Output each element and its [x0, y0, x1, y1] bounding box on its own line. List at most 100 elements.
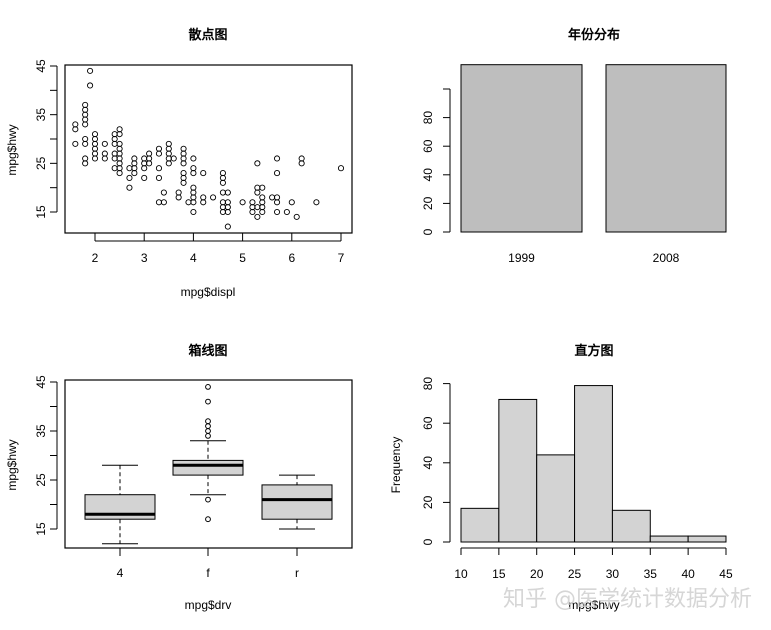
hist-bin — [536, 454, 576, 543]
y-tick-label: 45 — [34, 59, 48, 73]
x-tick-label: 30 — [606, 567, 620, 581]
data-point — [82, 135, 89, 143]
data-point — [190, 199, 197, 206]
data-point — [82, 160, 89, 167]
y-tick-label: 25 — [34, 156, 48, 170]
x-tick-label: 25 — [568, 567, 582, 581]
data-point — [200, 170, 207, 177]
hist-bin — [498, 398, 538, 543]
x-tick-label: 10 — [454, 567, 468, 581]
watermark: 知乎 @医学统计数据分析 — [503, 587, 752, 612]
x-tick-label: 35 — [644, 567, 658, 581]
box-plot: 4 f r 15 25 35 45 — [34, 375, 353, 580]
data-point — [87, 82, 94, 89]
data-point — [185, 199, 192, 206]
x-tick-label: 40 — [681, 567, 695, 581]
data-point — [155, 150, 163, 157]
hist-bin — [649, 535, 689, 543]
y-tick-label: 35 — [34, 424, 48, 438]
x-tick-label: 5 — [239, 251, 246, 265]
data-point — [298, 160, 305, 167]
scatter-title: 散点图 — [188, 27, 227, 43]
data-point — [190, 155, 197, 162]
data-point — [116, 131, 123, 138]
data-point — [273, 170, 281, 177]
hist-bin — [574, 385, 613, 543]
x-category-label: 2008 — [653, 251, 680, 265]
box-r — [261, 484, 333, 520]
data-point — [165, 160, 172, 167]
y-tick-label: 80 — [421, 377, 435, 391]
hist-title: 直方图 — [574, 343, 613, 359]
bar-1999 — [460, 64, 583, 233]
data-point — [210, 194, 217, 201]
data-point — [273, 155, 281, 162]
data-point — [259, 184, 266, 191]
data-point — [126, 165, 133, 172]
y-tick-label: 35 — [34, 108, 48, 122]
data-point — [283, 208, 290, 216]
box-title: 箱线图 — [188, 343, 227, 359]
data-point — [219, 189, 226, 196]
data-point — [141, 174, 148, 181]
data-point — [269, 194, 276, 201]
data-point — [254, 160, 261, 167]
data-point — [141, 165, 148, 172]
x-tick-label: 2 — [92, 251, 99, 265]
data-point — [72, 140, 79, 147]
x-tick-label: 7 — [338, 251, 345, 265]
data-point — [190, 170, 197, 177]
data-point — [313, 199, 320, 206]
outlier-point — [205, 423, 211, 430]
data-point — [273, 208, 281, 216]
data-point — [126, 184, 133, 191]
scatter-x-label: mpg$displ — [181, 285, 236, 299]
x-tick-label: 4 — [190, 251, 197, 265]
x-category-label: f — [206, 566, 210, 580]
x-tick-label: 20 — [530, 567, 544, 581]
data-point — [87, 67, 94, 74]
data-point — [219, 179, 226, 186]
hist-y-label: Frequency — [389, 437, 403, 494]
data-point — [170, 155, 177, 162]
data-point — [82, 101, 89, 108]
y-tick-label: 20 — [421, 196, 435, 210]
y-tick-label: 15 — [34, 522, 48, 536]
data-point — [180, 179, 187, 186]
data-point — [72, 126, 79, 133]
year-bar-plot: 1999 2008 0 20 40 60 80 — [421, 64, 727, 265]
outlier-point — [205, 496, 211, 503]
x-category-label: 4 — [117, 566, 124, 580]
x-tick-label: 45 — [719, 567, 733, 581]
data-point — [91, 155, 99, 162]
outlier-point — [205, 433, 211, 439]
data-point — [101, 155, 108, 162]
data-point — [254, 189, 261, 196]
hist-bin — [611, 509, 651, 543]
y-tick-label: 60 — [421, 139, 435, 153]
data-point — [200, 199, 207, 206]
data-point — [131, 170, 138, 177]
hist-x-label: mpg$hwy — [568, 598, 619, 612]
data-point — [180, 160, 187, 167]
x-tick-label: 15 — [492, 567, 506, 581]
x-tick-label: 3 — [141, 251, 148, 265]
y-tick-label: 80 — [421, 111, 435, 125]
y-tick-label: 60 — [421, 416, 435, 430]
plot-frame — [64, 64, 353, 234]
y-tick-label: 0 — [421, 538, 435, 545]
bar-title: 年份分布 — [568, 27, 620, 43]
hist-bin — [687, 535, 727, 543]
bar-2008 — [605, 64, 727, 233]
outlier-point — [205, 418, 211, 425]
histogram-plot: 10 15 20 25 30 35 40 45 0 20 40 60 80 — [421, 377, 733, 581]
outlier-point — [205, 516, 211, 523]
data-point — [293, 213, 300, 220]
data-point — [155, 165, 163, 172]
y-tick-label: 40 — [421, 456, 435, 470]
data-point — [254, 204, 261, 211]
x-tick-label: 6 — [288, 251, 295, 265]
hist-bin — [460, 507, 500, 543]
data-point — [273, 199, 281, 206]
